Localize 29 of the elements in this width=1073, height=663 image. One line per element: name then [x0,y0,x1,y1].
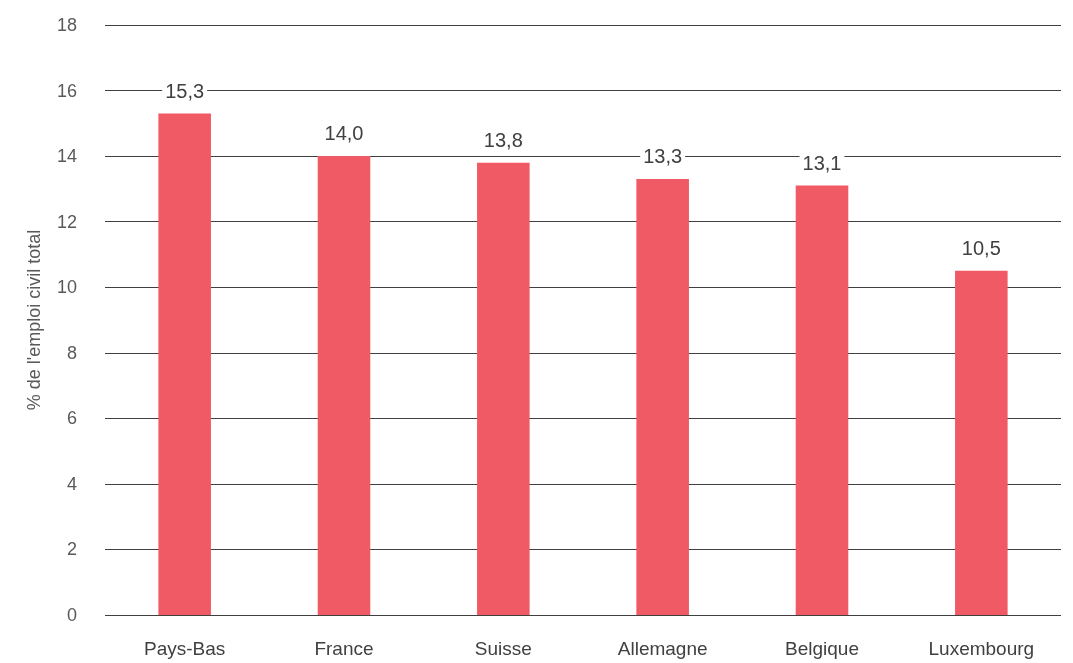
y-tick-label: 4 [66,473,77,494]
y-tick-label: 16 [56,80,77,101]
x-tick-label: Luxembourg [928,638,1035,659]
y-tick-label: 6 [66,408,77,429]
x-tick-label: France [314,638,374,659]
bar [317,156,371,615]
x-tick-label: Allemagne [617,638,708,659]
data-label: 13,3 [643,145,683,168]
y-tick-label: 14 [56,146,77,167]
y-tick-label: 2 [66,539,77,560]
bar [795,185,849,615]
y-tick-label: 12 [56,211,77,232]
y-tick-label: 10 [56,277,77,298]
data-label: 10,5 [961,236,1001,259]
y-tick-label: 8 [66,342,77,363]
bar [955,270,1008,615]
x-tick-label: Belgique [785,638,859,659]
x-tick-label: Pays-Bas [144,638,226,659]
data-label: 15,3 [165,79,205,102]
y-tick-label: 0 [66,605,77,625]
bar [636,179,689,615]
y-axis-title: % de l'emploi civil total [24,229,44,411]
x-tick-label: Suisse [474,638,532,659]
bar [477,162,530,615]
bar [158,113,211,615]
data-label: 14,0 [324,122,364,145]
data-label: 13,8 [483,128,523,151]
data-label: 13,1 [802,151,842,174]
y-tick-label: 18 [56,15,77,35]
